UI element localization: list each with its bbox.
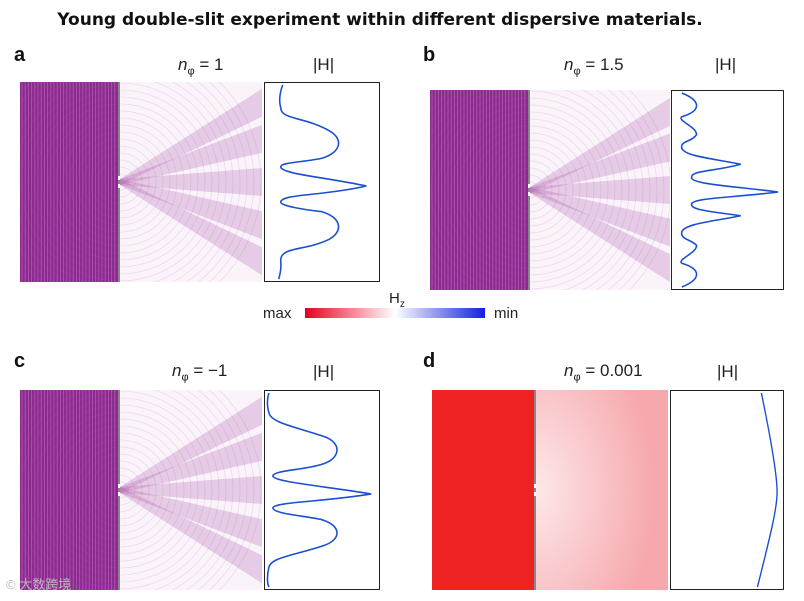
n-subscript: φ [573, 65, 581, 78]
interference-lobe [530, 176, 670, 204]
barrier-middle [528, 188, 530, 192]
barrier-middle [118, 180, 120, 184]
panel-b-label: b [423, 44, 436, 66]
panel-a-n-label: nφ = 1 [178, 55, 223, 77]
wavefront-arc [20, 390, 248, 590]
interference-lobe [120, 179, 262, 240]
panel-c-h-curve [266, 392, 372, 588]
n-symbol: n [564, 55, 574, 74]
barrier-lower [118, 496, 120, 590]
panel-a-h-label: |H| [313, 55, 335, 74]
interference-lobe [120, 124, 262, 185]
wavefront-arc [20, 82, 227, 282]
barrier-lower [534, 496, 536, 590]
wavefront-arc [20, 390, 234, 590]
diffraction-region [530, 90, 670, 290]
colorbar-title-main: H [389, 290, 400, 307]
interference-lobe [120, 88, 262, 185]
interference-lobe [120, 432, 262, 493]
panel-d-h-label: |H| [717, 362, 739, 381]
panel-a-field [20, 82, 262, 282]
panel-d-field [432, 390, 668, 590]
barrier-upper [528, 90, 530, 184]
wavefront-arc [20, 390, 262, 590]
panel-b-h-profile [671, 90, 784, 290]
wavefront-arc [20, 82, 262, 282]
colorbar-title-sub: z [399, 299, 405, 310]
panel-d-label: d [423, 350, 436, 372]
interference-lobe [120, 487, 262, 584]
panel-c-h-profile [264, 390, 380, 590]
panel-a-label: a [14, 44, 26, 66]
wavefront-arc [430, 90, 644, 290]
panel-a-h-profile [264, 82, 380, 282]
colorbar-max-label: max [263, 305, 292, 322]
panel-c-n-value: = −1 [193, 361, 228, 380]
barrier-lower [118, 188, 120, 282]
interference-lobe [120, 396, 262, 493]
wavefront-arc [430, 90, 665, 290]
diffraction-region [120, 82, 262, 282]
barrier-upper [118, 390, 120, 484]
barrier-middle [118, 488, 120, 492]
n-symbol: n [172, 361, 182, 380]
colorbar-min-label: min [494, 305, 519, 322]
n-subscript: φ [573, 371, 581, 384]
wavefront-arc [430, 90, 658, 290]
interference-lobe [530, 133, 670, 193]
interference-lobe [530, 187, 670, 283]
panel-c-n-label: nφ = −1 [172, 361, 227, 383]
n-symbol: n [178, 55, 188, 74]
panel-b-h-curve [680, 92, 779, 288]
barrier-lower [528, 196, 530, 290]
panel-d-n-label: nφ = 0.001 [564, 361, 643, 383]
panel-a-n-value: = 1 [199, 55, 224, 74]
figure-caption: Young double-slit experiment within diff… [57, 10, 703, 30]
panel-a-h-curve [277, 84, 367, 280]
interference-lobe [120, 487, 262, 548]
n-symbol: n [564, 361, 574, 380]
interference-lobe [530, 187, 670, 247]
barrier-middle [534, 488, 536, 492]
panel-b-n-label: nφ = 1.5 [564, 55, 624, 77]
interference-lobe [120, 179, 262, 276]
barrier-upper [534, 390, 536, 484]
wavefront-arc [20, 390, 255, 590]
panel-c-label: c [14, 350, 26, 372]
panel-c-h-label: |H| [313, 362, 335, 381]
colorbar-title: Hz [389, 290, 405, 310]
panel-b-h-label: |H| [715, 55, 737, 74]
wavefront-arc [20, 82, 248, 282]
panel-b-n-value: = 1.5 [585, 55, 624, 74]
diffraction-region [536, 390, 668, 590]
interference-lobe [120, 168, 262, 196]
n-subscript: φ [181, 371, 189, 384]
diffraction-region [120, 390, 262, 590]
panel-d-n-value: = 0.001 [585, 361, 643, 380]
wavefront-arc [20, 82, 255, 282]
source-region [432, 390, 534, 590]
wavefront-arc [20, 82, 234, 282]
panel-d-h-profile [670, 390, 784, 590]
panel-c-field [20, 390, 262, 590]
wavefront-arc [20, 82, 241, 282]
panel-b-field [430, 90, 670, 290]
wavefront-arc [20, 390, 241, 590]
watermark: © 大数跨境 [6, 577, 72, 592]
panel-d-h-curve [756, 392, 778, 588]
wavefront-arc [20, 390, 227, 590]
n-subscript: φ [187, 65, 195, 78]
wavefront-arc [430, 90, 651, 290]
interference-lobe [530, 97, 670, 193]
barrier-upper [118, 82, 120, 176]
wavefront-arc [430, 90, 637, 290]
interference-lobe [120, 476, 262, 504]
colorbar [305, 308, 485, 318]
